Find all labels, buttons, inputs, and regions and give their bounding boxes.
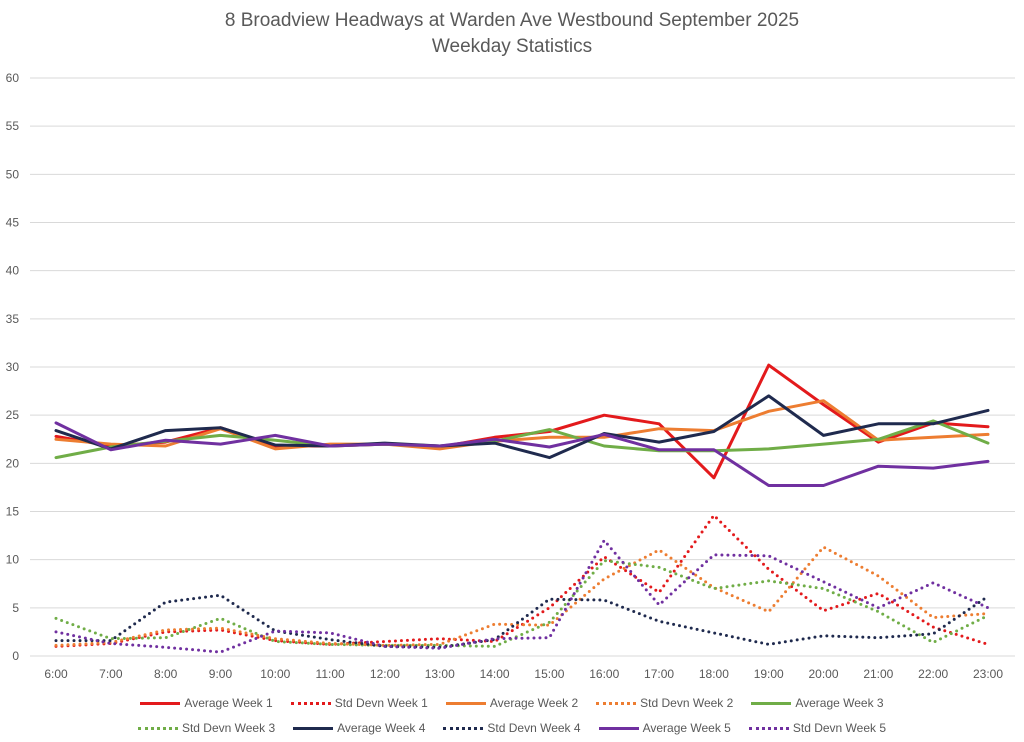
legend-swatch xyxy=(137,726,178,730)
legend-label: Average Week 4 xyxy=(337,721,426,735)
legend-label: Std Devn Week 1 xyxy=(334,696,428,710)
x-tick-label: 7:00 xyxy=(99,667,123,681)
y-tick-label: 0 xyxy=(12,649,19,663)
series-line-std-devn-week-3 xyxy=(54,559,990,648)
y-tick-label: 45 xyxy=(6,216,20,230)
x-tick-label: 19:00 xyxy=(754,667,784,681)
legend-swatch xyxy=(293,726,334,730)
y-tick-label: 35 xyxy=(6,312,20,326)
x-tick-label: 11:00 xyxy=(316,667,345,681)
legend-item: Average Week 4 xyxy=(293,721,425,735)
y-tick-label: 60 xyxy=(6,71,20,85)
legend-swatch xyxy=(445,701,486,705)
series-line-average-week-2 xyxy=(54,399,990,451)
legend-label: Std Devn Week 5 xyxy=(792,721,887,735)
x-tick-label: 6:00 xyxy=(44,667,68,681)
legend-item: Average Week 5 xyxy=(598,721,731,735)
legend-swatch xyxy=(443,726,484,730)
legend-row-1: Average Week 1 Std Devn Week 1 Average Wee… xyxy=(0,696,1024,710)
legend-item: Average Week 2 xyxy=(445,696,579,710)
y-tick-label: 50 xyxy=(6,167,20,181)
legend-label: Std Devn Week 2 xyxy=(640,696,734,710)
legend-label: Average Week 3 xyxy=(795,696,884,710)
x-axis-ticks: 6:00 7:00 8:00 9:00 10:00 11:00 12:00 13:00 14:0… xyxy=(44,667,1003,681)
series-line-std-devn-week-2 xyxy=(54,545,990,647)
y-tick-label: 20 xyxy=(6,456,20,470)
y-tick-label: 25 xyxy=(6,408,20,422)
legend-swatch xyxy=(751,701,792,705)
legend-swatch xyxy=(748,726,789,730)
legend-label: Average Week 5 xyxy=(642,721,731,735)
legend-item: Std Devn Week 5 xyxy=(748,721,887,735)
series-line-std-devn-week-1 xyxy=(54,513,990,648)
x-tick-label: 15:00 xyxy=(534,667,564,681)
legend-item: Std Devn Week 4 xyxy=(443,721,581,735)
legend-item: Average Week 1 xyxy=(140,696,273,710)
x-tick-label: 21:00 xyxy=(863,667,893,681)
x-tick-label: 18:00 xyxy=(699,667,729,681)
x-tick-label: 13:00 xyxy=(425,667,455,681)
y-tick-label: 5 xyxy=(12,601,19,615)
x-tick-label: 8:00 xyxy=(154,667,178,681)
legend-swatch xyxy=(140,701,181,705)
gridlines xyxy=(30,77,1015,657)
legend-label: Std Devn Week 3 xyxy=(181,721,276,735)
y-tick-label: 40 xyxy=(6,264,20,278)
y-axis-ticks: 0 5 10 15 20 25 30 35 40 45 50 55 60 xyxy=(6,71,20,663)
legend-label: Average Week 2 xyxy=(489,696,579,710)
x-tick-label: 23:00 xyxy=(973,667,1003,681)
chart-title: 8 Broadview Headways at Warden Ave Westb… xyxy=(224,10,800,31)
y-tick-label: 15 xyxy=(6,505,20,519)
x-tick-label: 22:00 xyxy=(918,667,948,681)
chart-subtitle: Weekday Statistics xyxy=(431,36,593,57)
legend-item: Average Week 3 xyxy=(751,696,884,710)
legend-row-2: Std Devn Week 3 Average Week 4 Std Devn We… xyxy=(0,721,1024,735)
series-line-average-week-3 xyxy=(54,419,990,460)
legend-swatch xyxy=(598,726,639,730)
series-line-average-week-1 xyxy=(54,363,990,480)
legend-swatch xyxy=(290,701,331,705)
y-tick-label: 55 xyxy=(6,119,20,133)
legend-label: Average Week 1 xyxy=(184,696,273,710)
legend-item: Std Devn Week 2 xyxy=(596,696,733,710)
y-tick-label: 30 xyxy=(6,360,20,374)
legend-item: Std Devn Week 3 xyxy=(137,721,276,735)
x-tick-label: 17:00 xyxy=(644,667,674,681)
series-line-std-devn-week-5 xyxy=(54,538,990,654)
x-tick-label: 9:00 xyxy=(209,667,233,681)
series-lines xyxy=(54,363,990,654)
x-tick-label: 14:00 xyxy=(480,667,510,681)
chart-title-block: 8 Broadview Headways at Warden Ave Westb… xyxy=(0,8,1024,60)
x-tick-label: 10:00 xyxy=(260,667,290,681)
legend-item: Std Devn Week 1 xyxy=(290,696,428,710)
x-tick-label: 12:00 xyxy=(370,667,400,681)
series-line-std-devn-week-4 xyxy=(54,593,990,649)
y-tick-label: 10 xyxy=(6,553,20,567)
legend-label: Std Devn Week 4 xyxy=(487,721,581,735)
series-line-average-week-5 xyxy=(54,421,990,487)
series-line-average-week-4 xyxy=(54,394,990,460)
legend-swatch xyxy=(596,701,637,705)
x-tick-label: 16:00 xyxy=(589,667,619,681)
x-tick-label: 20:00 xyxy=(809,667,839,681)
